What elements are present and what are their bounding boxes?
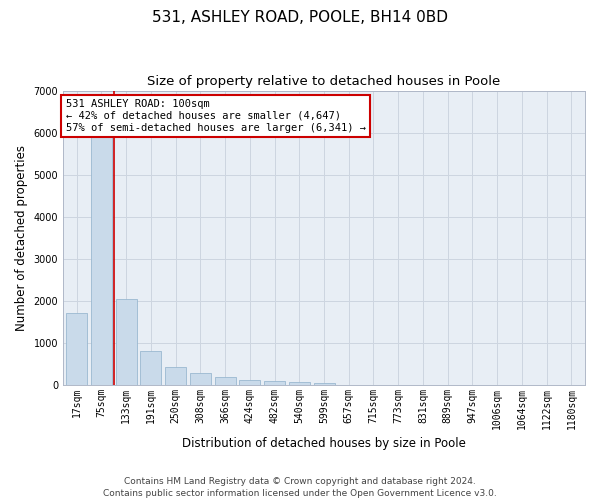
X-axis label: Distribution of detached houses by size in Poole: Distribution of detached houses by size … <box>182 437 466 450</box>
Bar <box>190 374 211 385</box>
Bar <box>215 377 236 385</box>
Bar <box>289 382 310 385</box>
Title: Size of property relative to detached houses in Poole: Size of property relative to detached ho… <box>148 75 500 88</box>
Y-axis label: Number of detached properties: Number of detached properties <box>15 144 28 330</box>
Bar <box>91 137 112 385</box>
Bar <box>239 380 260 385</box>
Bar <box>66 314 87 385</box>
Bar <box>116 298 137 385</box>
Text: 531, ASHLEY ROAD, POOLE, BH14 0BD: 531, ASHLEY ROAD, POOLE, BH14 0BD <box>152 10 448 25</box>
Bar <box>165 366 186 385</box>
Bar <box>140 351 161 385</box>
Bar <box>264 382 285 385</box>
Text: 531 ASHLEY ROAD: 100sqm
← 42% of detached houses are smaller (4,647)
57% of semi: 531 ASHLEY ROAD: 100sqm ← 42% of detache… <box>65 100 365 132</box>
Bar <box>314 384 335 385</box>
Text: Contains HM Land Registry data © Crown copyright and database right 2024.
Contai: Contains HM Land Registry data © Crown c… <box>103 476 497 498</box>
